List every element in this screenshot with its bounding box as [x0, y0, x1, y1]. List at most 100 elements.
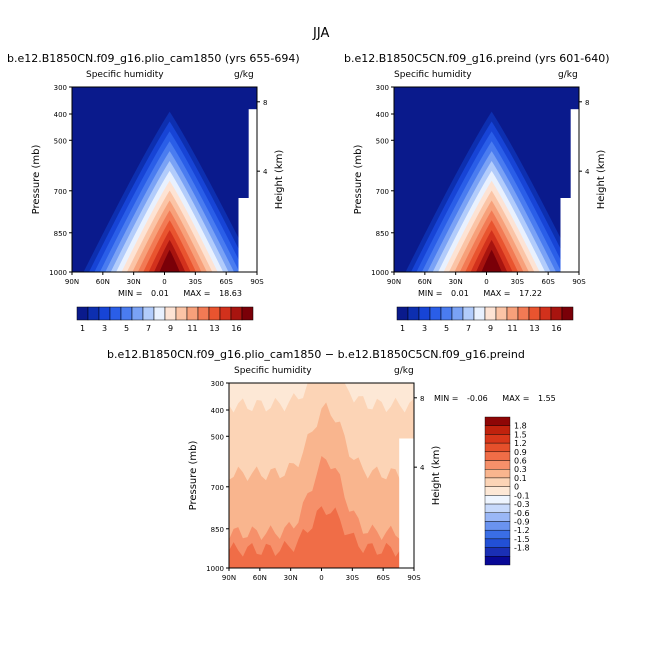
- colorbar-box: [484, 425, 511, 435]
- x-tick-label: 90N: [387, 278, 401, 286]
- colorbar-box: [175, 306, 188, 321]
- colorbar-box: [539, 306, 552, 321]
- colorbar-label: 9: [168, 324, 173, 333]
- colorbar-box: [484, 495, 511, 505]
- colorbar-box: [429, 306, 442, 321]
- colorbar-label: 1.2: [514, 439, 527, 448]
- panel2-colorbar: 1 3 5 7 9 11 13 16: [396, 306, 574, 333]
- colorbar-label: 1: [80, 324, 85, 333]
- colorbar-box: [484, 477, 511, 487]
- panel3-units: g/kg: [394, 366, 414, 376]
- colorbar-box: [528, 306, 541, 321]
- colorbar-box: [484, 538, 511, 548]
- panel2-min-value: 0.01: [451, 289, 469, 298]
- colorbar-label: 0.6: [514, 457, 527, 466]
- x-tick-label: 60N: [96, 278, 110, 286]
- colorbar-box: [197, 306, 210, 321]
- y-tick-label: 1000: [49, 269, 67, 277]
- x-tick-label: 90N: [65, 278, 79, 286]
- x-tick-label: 30N: [284, 574, 298, 582]
- colorbar-label: 0.3: [514, 465, 527, 474]
- colorbar-label: -1.5: [514, 535, 530, 544]
- right-axis-title: Height (km): [431, 446, 442, 506]
- right-axis-title: Height (km): [274, 150, 285, 210]
- colorbar-label: 0.9: [514, 448, 527, 457]
- x-tick-label: 0: [484, 278, 488, 286]
- colorbar-label: 1.8: [514, 422, 527, 431]
- colorbar-label: 0.1: [514, 474, 527, 483]
- colorbar-label: 5: [444, 324, 449, 333]
- colorbar-box: [484, 521, 511, 531]
- panel2-min-label: MIN =: [418, 289, 443, 298]
- colorbar-box: [76, 306, 89, 321]
- panel1-plot: 90N 60N 30N 0 30S 60S 90S 300 400 500 700 850 1000 8 4…: [31, 84, 285, 286]
- colorbar-box: [208, 306, 221, 321]
- colorbar-box: [120, 306, 133, 321]
- x-tick-label: 30N: [449, 278, 463, 286]
- colorbar-label: 1: [400, 324, 405, 333]
- panel3-max-label: MAX =: [502, 394, 530, 403]
- colorbar-box: [506, 306, 519, 321]
- y-tick-label: 850: [54, 230, 67, 238]
- colorbar-box: [230, 306, 243, 321]
- panel1-minmax: MIN = 0.01 MAX = 18.63: [118, 289, 242, 298]
- colorbar-box: [484, 486, 511, 496]
- panel3-min-value: -0.06: [467, 394, 488, 403]
- panel3-colorbar: 1.81.51.20.90.60.30.10-0.1-0.3-0.6-0.9-1…: [484, 416, 530, 566]
- colorbar-label: -0.3: [514, 500, 530, 509]
- panel2-minmax: MIN = 0.01 MAX = 17.22: [418, 289, 542, 298]
- colorbar-label: -0.1: [514, 491, 530, 500]
- right-tick-label: 4: [420, 464, 425, 472]
- contour-level: [229, 506, 414, 568]
- x-tick-label: 90S: [250, 278, 264, 286]
- colorbar-box: [219, 306, 232, 321]
- colorbar-label: 11: [187, 324, 197, 333]
- right-tick-label: 4: [585, 168, 590, 176]
- x-tick-label: 60S: [219, 278, 233, 286]
- contour-group: [72, 87, 257, 272]
- panel1-title: b.e12.B1850CN.f09_g16.plio_cam1850 (yrs …: [7, 52, 300, 65]
- colorbar-box: [550, 306, 563, 321]
- colorbar-label: 0: [514, 483, 519, 492]
- y-tick-label: 850: [376, 230, 389, 238]
- colorbar-box: [561, 306, 574, 321]
- colorbar-box: [484, 442, 511, 453]
- colorbar-box: [484, 547, 511, 557]
- x-tick-label: 30S: [189, 278, 203, 286]
- colorbar-label: 5: [124, 324, 129, 333]
- y-tick-label: 500: [211, 433, 224, 441]
- right-tick-label: 8: [420, 395, 424, 403]
- panel1-units: g/kg: [234, 70, 254, 80]
- y-tick-label: 500: [376, 137, 389, 145]
- panel1-min-label: MIN =: [118, 289, 143, 298]
- colorbar-label: -1.8: [514, 544, 530, 553]
- x-tick-label: 60N: [253, 574, 267, 582]
- x-tick-label: 60S: [376, 574, 390, 582]
- y-tick-label: 300: [54, 84, 67, 92]
- colorbar-box: [484, 556, 511, 566]
- y-tick-label: 700: [211, 484, 224, 492]
- colorbar-box: [407, 306, 420, 321]
- mask-region: [399, 438, 414, 568]
- y-axis-title: Pressure (mb): [353, 145, 364, 215]
- colorbar-label: 13: [209, 324, 219, 333]
- colorbar-label: 9: [488, 324, 493, 333]
- x-tick-label: 0: [319, 574, 323, 582]
- y-tick-label: 400: [211, 407, 224, 415]
- colorbar-box: [109, 306, 122, 321]
- colorbar-box: [484, 529, 511, 540]
- x-tick-label: 90S: [407, 574, 421, 582]
- colorbar-box: [418, 306, 431, 321]
- x-tick-label: 30S: [346, 574, 360, 582]
- right-tick-label: 8: [263, 99, 267, 107]
- colorbar-label: 3: [102, 324, 107, 333]
- colorbar-box: [484, 434, 511, 444]
- panel3-plot: 90N 60N 30N 0 30S 60S 90S 300 400 500 700 850 1000 8 4…: [188, 380, 442, 582]
- colorbar-label: 16: [231, 324, 241, 333]
- panel3-title: b.e12.B1850CN.f09_g16.plio_cam1850 − b.e…: [107, 348, 525, 361]
- colorbar-box: [484, 460, 511, 470]
- colorbar-box: [484, 306, 497, 321]
- panel3-minmax: MIN = -0.06 MAX = 1.55: [434, 394, 556, 403]
- colorbar-box: [396, 306, 409, 321]
- page-title: JJA: [313, 26, 330, 41]
